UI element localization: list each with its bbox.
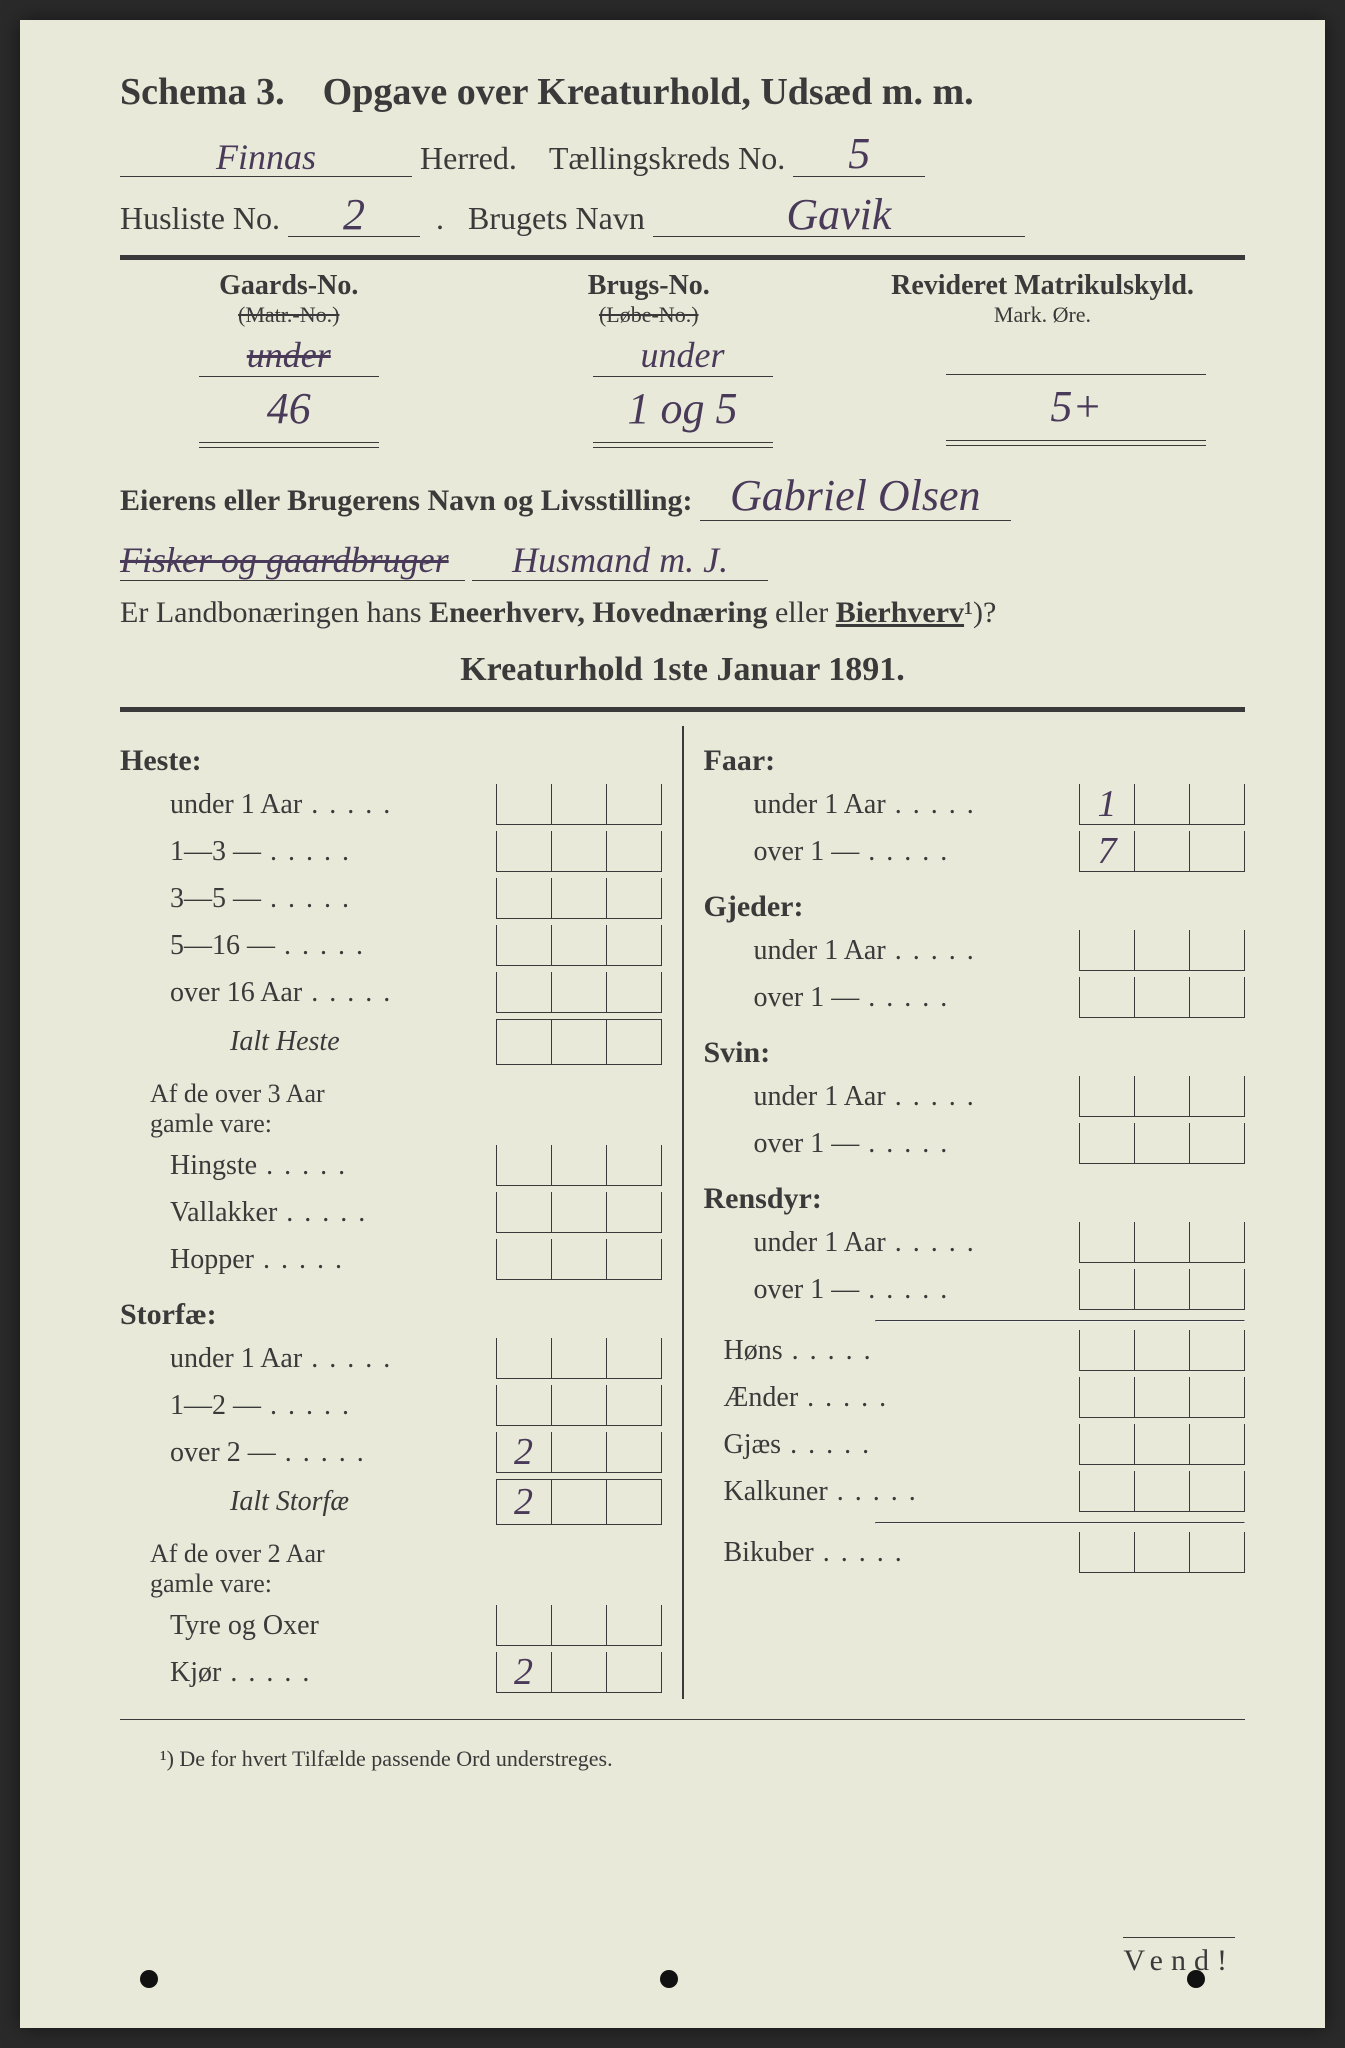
col-right: Faar: under 1 Aar 1 over 1 — 7 Gjeder: und… (704, 726, 1246, 1699)
owner-occ: Husmand m. J. (472, 540, 768, 581)
val-f-o1: 7 (1098, 832, 1117, 870)
lbl-h-u1: under 1 Aar (120, 789, 496, 821)
owner-label: Eierens eller Brugerens Navn og Livsstil… (120, 484, 693, 517)
punch-hole (140, 1970, 158, 1988)
rule-thin-bottom (120, 1719, 1245, 1720)
lbl-g-u1: under 1 Aar (704, 935, 1080, 967)
val-s-o2: 2 (514, 1433, 533, 1471)
gaard-hand-strike: under (199, 334, 379, 377)
owner-sup: ¹)? (964, 596, 996, 629)
lbl-s-u1: under 1 Aar (120, 1343, 496, 1375)
lbl-gjaes: Gjæs (704, 1429, 1080, 1461)
form-page: Schema 3. Opgave over Kreaturhold, Udsæd… (20, 20, 1325, 2028)
cat-svin: Svin: (704, 1036, 1246, 1070)
rule-thick-2 (120, 707, 1245, 712)
lbl-kalkuner: Kalkuner (704, 1476, 1080, 1508)
gaard-value: 46 (267, 384, 311, 433)
lbl-sv-o1: over 1 — (704, 1128, 1080, 1160)
cat-rensdyr: Rensdyr: (704, 1182, 1246, 1216)
lbl-g-o1: over 1 — (704, 982, 1080, 1014)
owner-opt3: Bierhverv (836, 596, 964, 629)
owner-or: eller (775, 596, 828, 629)
skyld-label: Revideret Matrikulskyld. (840, 270, 1245, 302)
lbl-h-total: Ialt Heste (120, 1026, 496, 1058)
lbl-h-35: 3—5 — (120, 883, 496, 915)
lbl-h-516: 5—16 — (120, 930, 496, 962)
brug-value: 1 og 5 (628, 384, 738, 433)
owner-occ-strike: Fisker og gaardbruger (120, 540, 465, 581)
lbl-r-u1: under 1 Aar (704, 1227, 1080, 1259)
gaard-label: Gaards-No. (120, 270, 458, 302)
val-f-u1: 1 (1098, 785, 1117, 823)
kreds-label: Tællingskreds No. (549, 140, 785, 177)
brugnavn-value: Gavik (653, 195, 1025, 238)
lbl-s-total: Ialt Storfæ (120, 1486, 496, 1518)
owner-opt1: Eneerhverv, (429, 596, 585, 629)
column-divider (682, 726, 684, 1699)
herred-row: Finnas Herred. Tællingskreds No. 5 (120, 134, 1245, 177)
lbl-hopper: Hopper (120, 1244, 496, 1276)
gap-rule-1 (875, 1320, 1245, 1322)
lbl-bikuber: Bikuber (704, 1537, 1080, 1569)
lbl-s-12: 1—2 — (120, 1390, 496, 1422)
form-title: Opgave over Kreaturhold, Udsæd m. m. (323, 71, 974, 113)
lbl-vallakker: Vallakker (120, 1197, 496, 1229)
lbl-f-o1: over 1 — (704, 836, 1080, 868)
kreds-value: 5 (793, 134, 925, 177)
footnote: ¹) De for hvert Tilfælde passende Ord un… (120, 1746, 1245, 1772)
owner-name: Gabriel Olsen (700, 471, 1011, 521)
section-title: Kreaturhold 1ste Januar 1891. (120, 651, 1245, 689)
col-left: Heste: under 1 Aar 1—3 — 3—5 — 5—16 — ov… (120, 726, 662, 1699)
livestock-table: Heste: under 1 Aar 1—3 — 3—5 — 5—16 — ov… (120, 726, 1245, 1699)
punch-hole (1187, 1970, 1205, 1988)
lbl-h-o16: over 16 Aar (120, 977, 496, 1009)
lbl-sv-u1: under 1 Aar (704, 1081, 1080, 1113)
cat-gjeder: Gjeder: (704, 890, 1246, 924)
gaard-strike: (Matr.-No.) (120, 302, 458, 328)
cat-faar: Faar: (704, 744, 1246, 778)
lbl-r-o1: over 1 — (704, 1274, 1080, 1306)
herred-label: Herred. (420, 140, 517, 177)
owner-block: Eierens eller Brugerens Navn og Livsstil… (120, 461, 1245, 637)
lbl-h-sub: Af de over 3 Aar gamle vare: (120, 1079, 662, 1139)
husliste-row: Husliste No. 2 . Brugets Navn Gavik (120, 195, 1245, 238)
gap-rule-2 (875, 1522, 1245, 1524)
val-kjor: 2 (514, 1653, 533, 1691)
brugnavn-label: Brugets Navn (468, 200, 645, 237)
schema-label: Schema 3. (120, 70, 285, 114)
val-s-total: 2 (514, 1483, 533, 1521)
lbl-h-13: 1—3 — (120, 836, 496, 868)
lbl-f-u1: under 1 Aar (704, 789, 1080, 821)
property-values: under 46 under 1 og 5 5+ (120, 334, 1245, 443)
lbl-s-o2: over 2 — (120, 1437, 496, 1469)
lbl-hons: Høns (704, 1335, 1080, 1367)
vend-label: Vend! (1123, 1937, 1235, 1978)
herred-value: Finnas (120, 141, 412, 176)
lbl-hingste: Hingste (120, 1150, 496, 1182)
form-header: Schema 3. Opgave over Kreaturhold, Udsæd… (120, 70, 1245, 114)
brug-label: Brugs-No. (480, 270, 818, 302)
skyld-value: 5+ (1050, 382, 1102, 431)
property-header: Gaards-No. (Matr.-No.) Brugs-No. (Løbe-N… (120, 270, 1245, 328)
skyld-sub: Mark. Øre. (840, 302, 1245, 328)
brug-strike: (Løbe-No.) (480, 302, 818, 328)
punch-hole (660, 1970, 678, 1988)
husliste-label: Husliste No. (120, 200, 280, 237)
brug-hand-strike: under (593, 334, 773, 377)
lbl-tyre: Tyre og Oxer (120, 1610, 496, 1642)
husliste-value: 2 (288, 195, 420, 238)
cat-heste: Heste: (120, 744, 662, 778)
owner-question: Er Landbonæringen hans (120, 596, 422, 629)
owner-opt2: Hovednæring (592, 596, 767, 629)
lbl-s-sub: Af de over 2 Aar gamle vare: (120, 1539, 662, 1599)
cat-storfe: Storfæ: (120, 1298, 662, 1332)
lbl-aender: Ænder (704, 1382, 1080, 1414)
lbl-kjor: Kjør (120, 1657, 496, 1689)
rule-thick-1 (120, 255, 1245, 260)
